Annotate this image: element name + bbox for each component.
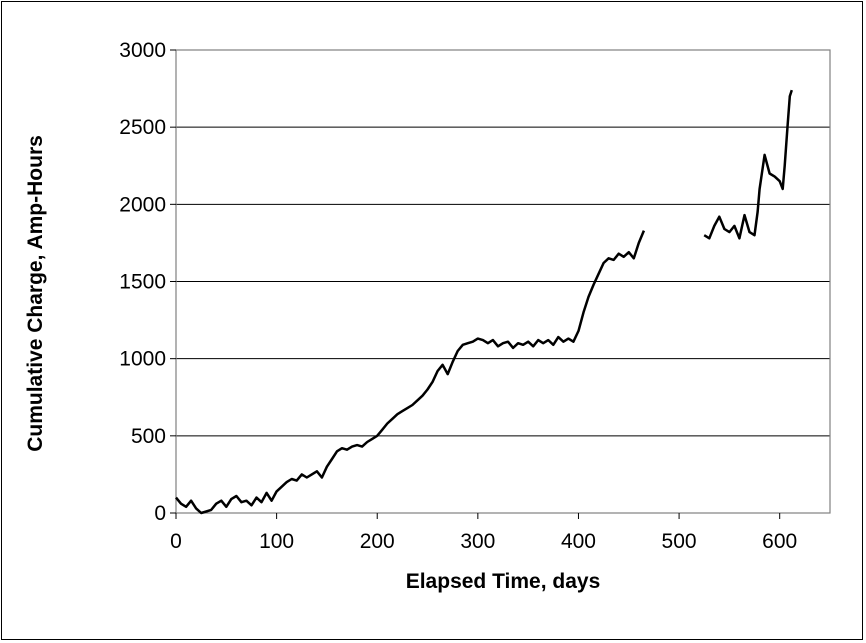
- x-axis: 0 100 200 300 400 500 600: [170, 513, 797, 553]
- y-tick-label: 2000: [119, 193, 166, 216]
- x-axis-title: Elapsed Time, days: [406, 570, 601, 593]
- y-tick-label: 0: [154, 502, 166, 525]
- x-tick-label: 400: [561, 530, 596, 553]
- x-tick-label: 300: [460, 530, 495, 553]
- y-axis-title: Cumulative Charge, Amp-Hours: [24, 135, 47, 452]
- x-tick-label: 200: [360, 530, 395, 553]
- y-tick-label: 500: [131, 425, 166, 448]
- y-tick-label: 1000: [119, 348, 166, 371]
- y-tick-label: 2500: [119, 116, 166, 139]
- gridlines: [176, 126, 830, 437]
- series-line: [175, 230, 646, 515]
- x-tick-label: 600: [762, 530, 797, 553]
- x-tick-label: 0: [170, 530, 182, 553]
- y-axis: 0 500 1000 1500 2000 2500 3000: [119, 39, 176, 525]
- x-tick-label: 500: [662, 530, 697, 553]
- y-tick-label: 1500: [119, 271, 166, 294]
- x-tick-label: 100: [259, 530, 294, 553]
- data-series: [175, 89, 793, 515]
- series-line: [703, 89, 793, 240]
- y-tick-label: 3000: [119, 39, 166, 62]
